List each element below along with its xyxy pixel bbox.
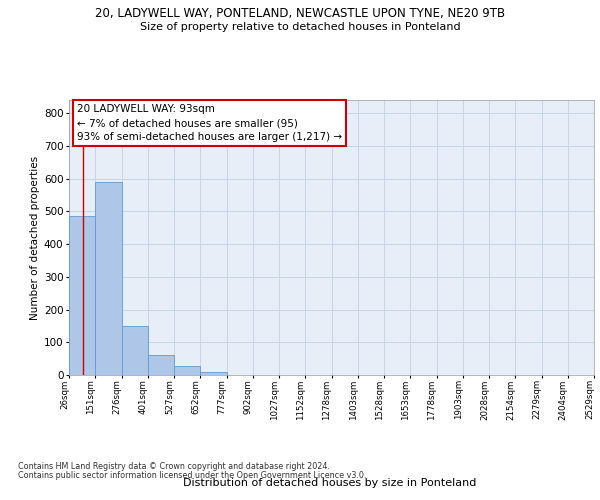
Bar [200, 372, 227, 375]
Bar [148, 354, 174, 375]
Bar [95, 182, 121, 375]
Bar [121, 326, 148, 375]
Bar [174, 366, 200, 375]
Text: Contains public sector information licensed under the Open Government Licence v3: Contains public sector information licen… [18, 471, 367, 480]
Y-axis label: Number of detached properties: Number of detached properties [29, 156, 40, 320]
Text: Size of property relative to detached houses in Ponteland: Size of property relative to detached ho… [140, 22, 460, 32]
Text: Distribution of detached houses by size in Ponteland: Distribution of detached houses by size … [184, 478, 476, 488]
Text: 20 LADYWELL WAY: 93sqm
← 7% of detached houses are smaller (95)
93% of semi-deta: 20 LADYWELL WAY: 93sqm ← 7% of detached … [77, 104, 342, 142]
Text: 20, LADYWELL WAY, PONTELAND, NEWCASTLE UPON TYNE, NE20 9TB: 20, LADYWELL WAY, PONTELAND, NEWCASTLE U… [95, 8, 505, 20]
Bar [69, 216, 95, 375]
Text: Contains HM Land Registry data © Crown copyright and database right 2024.: Contains HM Land Registry data © Crown c… [18, 462, 330, 471]
